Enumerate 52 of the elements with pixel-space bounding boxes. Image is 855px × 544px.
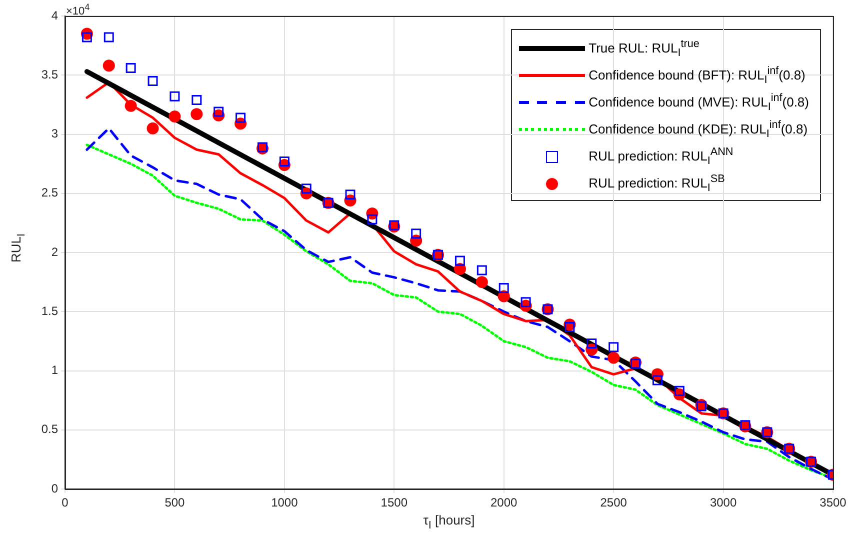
- point: [124, 100, 137, 112]
- point: [168, 110, 181, 123]
- point: [476, 265, 487, 276]
- point: [190, 108, 203, 120]
- y-tick-label: 3.5: [41, 67, 58, 82]
- point: [104, 32, 114, 42]
- point: [411, 228, 422, 239]
- point: [674, 386, 684, 396]
- y-tick-label: 4: [51, 8, 58, 22]
- y-tick-label: 1: [51, 363, 58, 378]
- x-tick-label: 1500: [380, 496, 408, 510]
- point: [454, 256, 465, 266]
- y-tick-label: 2.5: [41, 186, 58, 200]
- point: [630, 358, 641, 369]
- point: [148, 76, 158, 86]
- y-tick-label: 2: [51, 244, 58, 259]
- point: [652, 375, 662, 386]
- point: [498, 282, 509, 293]
- x-axis-title: τ$_{I}$ [hours]: [423, 512, 475, 532]
- point: [236, 112, 246, 123]
- y-tick-label: 0: [51, 481, 58, 496]
- point: [520, 297, 531, 308]
- point: [279, 156, 290, 166]
- y-tick-label: 1.5: [41, 304, 58, 318]
- legend-label: Confidence bound (MVE): RUL$_{I}$$^{inf}$(0.8): [588, 92, 809, 113]
- x-tick-label: 3000: [710, 496, 737, 510]
- legend-label: Confidence bound (KDE): RUL$_{I}$$^{inf}$(0.8): [588, 119, 808, 140]
- x-tick-label: 500: [164, 496, 186, 510]
- point: [126, 63, 136, 74]
- x-tick-label: 0: [62, 496, 69, 510]
- point: [301, 184, 312, 194]
- x-tick-label: 3500: [820, 496, 847, 510]
- point: [146, 122, 159, 134]
- point: [170, 91, 180, 102]
- point: [564, 322, 575, 332]
- point: [82, 32, 92, 42]
- point: [367, 214, 378, 224]
- point: [102, 60, 115, 72]
- point: [192, 94, 202, 105]
- point: [608, 342, 619, 352]
- x-tick-label: 1000: [271, 496, 298, 510]
- point: [608, 352, 620, 364]
- point: [214, 106, 224, 117]
- x-tick-label: 2500: [600, 496, 628, 510]
- point: [476, 276, 488, 288]
- y-tick-label: 3: [51, 126, 58, 141]
- y-tick-label: 0.5: [41, 422, 58, 436]
- legend-label: Confidence bound (BFT): RUL$_{I}$$^{inf}$(0.8): [588, 65, 806, 86]
- point: [586, 338, 597, 349]
- annotation: ×10$^{4}$: [66, 1, 90, 19]
- x-tick-label: 2000: [490, 496, 518, 510]
- point: [345, 190, 356, 200]
